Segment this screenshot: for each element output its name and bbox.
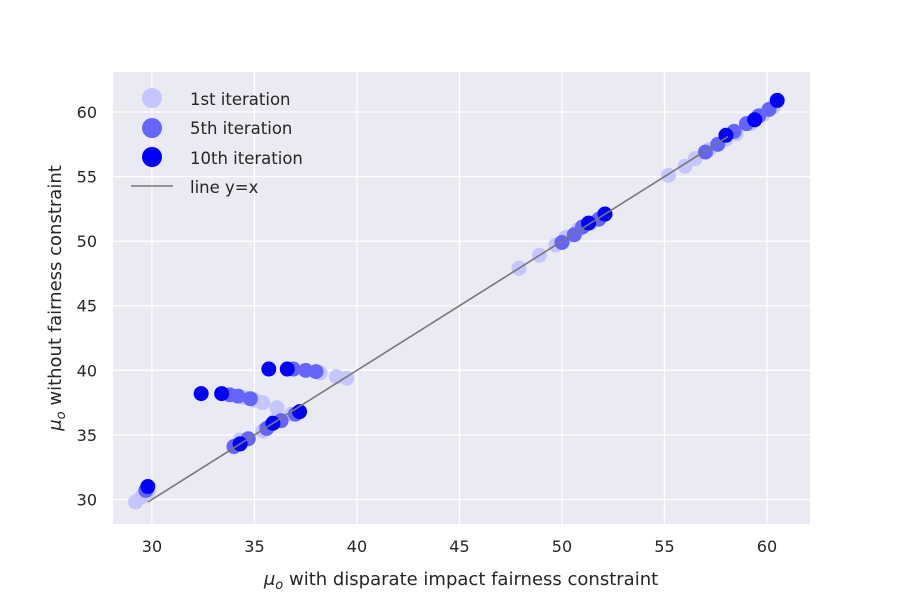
y-tick-label: 45 (77, 297, 97, 316)
data-points (128, 92, 785, 510)
legend-marker-1st-iteration (142, 88, 162, 108)
point-10th-iteration (769, 92, 785, 108)
legend-marker-5th-iteration (142, 118, 162, 138)
point-10th-iteration (214, 386, 230, 402)
plot-area (113, 72, 810, 524)
x-tick-labels: 30 35 40 45 50 55 60 (142, 537, 777, 556)
legend-label-1st-iteration: 1st iteration (190, 90, 291, 109)
legend-marker-10th-iteration (142, 147, 162, 167)
reference-line-layer (147, 135, 729, 503)
grid (113, 72, 810, 524)
y-tick-label: 55 (77, 168, 97, 187)
y-tick-label: 30 (77, 490, 97, 509)
y-tick-label: 50 (77, 232, 97, 251)
y-axis-label: μo without fairness constraint (45, 165, 69, 432)
point-10th-iteration (292, 404, 308, 420)
y-tick-labels: 30 35 40 45 50 55 60 (77, 103, 97, 509)
y-tick-label: 60 (77, 103, 97, 122)
point-1st-iteration (269, 400, 285, 416)
point-5th-iteration (308, 364, 324, 380)
x-tick-label: 40 (347, 537, 367, 556)
point-10th-iteration (718, 127, 734, 143)
point-1st-iteration (677, 158, 693, 174)
x-tick-label: 55 (654, 537, 674, 556)
point-10th-iteration (261, 361, 277, 377)
x-tick-label: 35 (244, 537, 264, 556)
legend-label-5th-iteration: 5th iteration (190, 119, 292, 138)
point-10th-iteration (747, 112, 763, 128)
reference-line-y-equals-x (147, 135, 729, 503)
point-10th-iteration (140, 479, 156, 495)
point-5th-iteration (242, 391, 258, 407)
x-axis-label: μo with disparate impact fairness constr… (263, 569, 658, 593)
x-tick-label: 60 (757, 537, 777, 556)
x-tick-label: 45 (449, 537, 469, 556)
legend-label-line-y-x: line y=x (190, 178, 259, 197)
x-tick-label: 30 (142, 537, 162, 556)
point-10th-iteration (193, 386, 209, 402)
legend: 1st iteration 5th iteration 10th iterati… (131, 88, 303, 197)
point-1st-iteration (255, 395, 271, 411)
point-10th-iteration (279, 361, 295, 377)
y-tick-label: 35 (77, 426, 97, 445)
legend-label-10th-iteration: 10th iteration (190, 149, 303, 168)
y-tick-label: 40 (77, 361, 97, 380)
x-tick-label: 50 (552, 537, 572, 556)
